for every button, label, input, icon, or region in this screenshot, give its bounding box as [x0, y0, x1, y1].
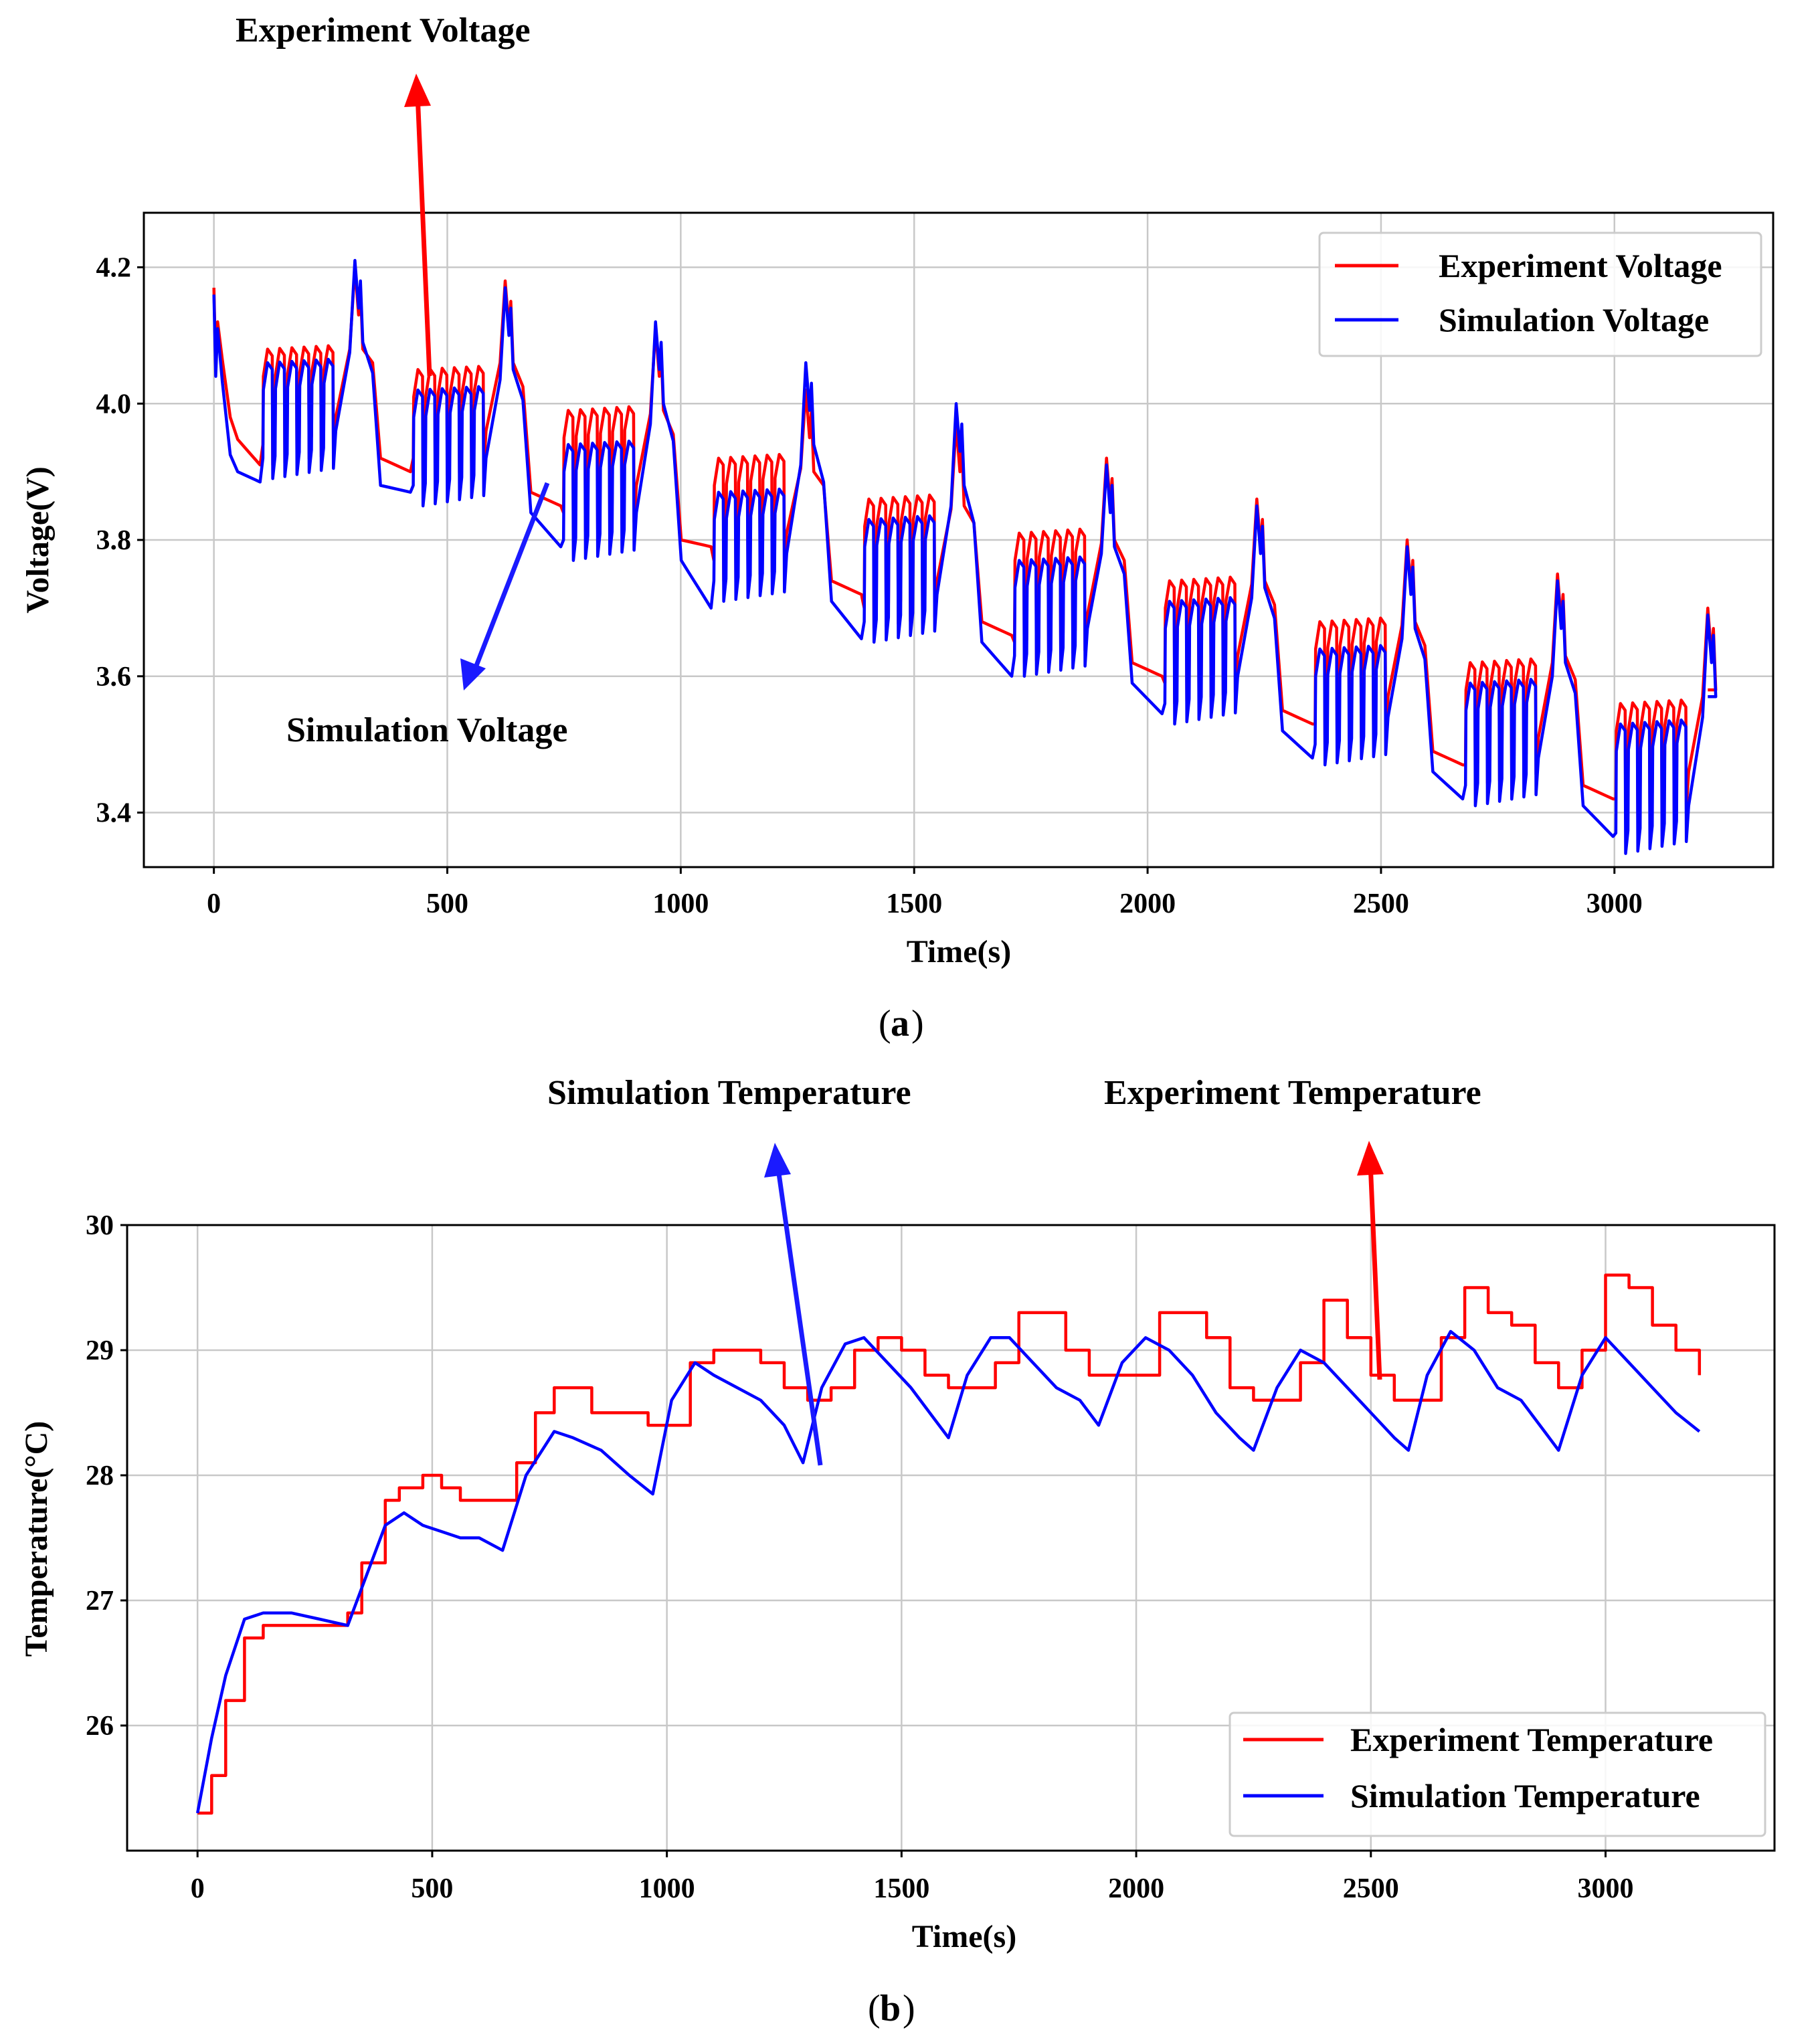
temperature-annotations: Simulation Temperature Experiment Temper… [547, 1074, 1481, 1466]
series-simulation-temperature [195, 1329, 1701, 1814]
x-tick-label: 2000 [1108, 1873, 1164, 1904]
temperature-y-axis-label: Temperature(°C) [19, 1421, 54, 1657]
series-simulation-voltage [212, 259, 1718, 855]
temperature-legend: Experiment Temperature Simulation Temper… [1228, 1711, 1766, 1837]
x-tick-label: 1500 [873, 1873, 929, 1904]
y-tick-label: 3.8 [96, 525, 132, 556]
annotation-experiment-voltage-arrow [415, 93, 432, 377]
temperature-legend-label-experiment: Experiment Temperature [1350, 1721, 1713, 1758]
voltage-legend-label-experiment: Experiment Voltage [1439, 247, 1722, 284]
caption-a: ( a ) [879, 1003, 924, 1044]
temperature-x-ticks: 0 500 1000 1500 2000 2500 3000 [191, 1851, 1633, 1904]
voltage-x-ticks: 0 500 1000 1500 2000 2500 3000 [207, 867, 1643, 919]
voltage-legend-box [1318, 231, 1762, 357]
annotation-experiment-temperature-arrowhead [1357, 1141, 1384, 1176]
temperature-chart: 0 500 1000 1500 2000 2500 3000 26 27 28 29 30 Time… [19, 1074, 1776, 2029]
voltage-annotations: Experiment Voltage Simulation Voltage [236, 11, 567, 749]
voltage-chart: 0 500 1000 1500 2000 2500 3000 3.4 3.6 3.8 4.0 4.2… [20, 11, 1774, 1044]
voltage-series-group [212, 259, 1718, 855]
annotation-experiment-voltage: Experiment Voltage [236, 11, 531, 50]
caption-a-close: ) [911, 1003, 924, 1044]
annotation-simulation-voltage: Simulation Voltage [286, 711, 567, 749]
annotation-simulation-temperature-arrowhead [764, 1143, 791, 1178]
voltage-y-ticks: 3.4 3.6 3.8 4.0 4.2 [96, 253, 144, 829]
x-tick-label: 1000 [652, 889, 709, 919]
temperature-series-group [195, 1273, 1702, 1815]
x-tick-label: 1000 [639, 1873, 695, 1904]
annotation-experiment-voltage-arrowhead [404, 74, 431, 107]
voltage-y-axis-label: Voltage(V) [20, 466, 56, 614]
x-tick-label: 3000 [1577, 1873, 1633, 1904]
x-tick-label: 2500 [1343, 1873, 1399, 1904]
series-experiment-temperature [197, 1273, 1702, 1815]
annotation-experiment-temperature-arrow [1368, 1162, 1382, 1380]
caption-b-close: ) [903, 1988, 915, 2029]
y-tick-label: 27 [86, 1586, 114, 1616]
annotation-simulation-voltage-arrow [471, 482, 550, 674]
x-tick-label: 500 [426, 889, 468, 919]
y-tick-label: 4.2 [96, 253, 132, 284]
voltage-legend-label-simulation: Simulation Voltage [1439, 301, 1709, 339]
annotation-simulation-voltage-arrowhead [460, 658, 486, 690]
x-tick-label: 0 [191, 1873, 205, 1904]
voltage-x-axis-label: Time(s) [907, 934, 1011, 969]
annotation-simulation-temperature-arrow [775, 1164, 823, 1466]
temperature-plot-frame [126, 1224, 1776, 1852]
y-tick-label: 29 [86, 1335, 114, 1366]
y-tick-label: 3.4 [96, 798, 132, 829]
x-tick-label: 0 [207, 889, 221, 919]
temperature-legend-box [1228, 1711, 1766, 1837]
caption-b: ( b ) [868, 1988, 915, 2029]
caption-a-open: ( [879, 1003, 891, 1044]
y-tick-label: 3.6 [96, 662, 132, 692]
x-tick-label: 2500 [1353, 889, 1409, 919]
x-tick-label: 500 [411, 1873, 453, 1904]
annotation-experiment-temperature: Experiment Temperature [1104, 1074, 1481, 1112]
caption-a-letter: a [891, 1003, 909, 1044]
y-tick-label: 28 [86, 1461, 114, 1491]
caption-b-open: ( [868, 1988, 881, 2029]
voltage-legend: Experiment Voltage Simulation Voltage [1318, 231, 1762, 357]
x-tick-label: 2000 [1119, 889, 1176, 919]
x-tick-label: 3000 [1586, 889, 1643, 919]
annotation-simulation-temperature: Simulation Temperature [547, 1074, 911, 1112]
caption-b-letter: b [880, 1988, 901, 2029]
temperature-legend-label-simulation: Simulation Temperature [1350, 1777, 1700, 1815]
y-tick-label: 4.0 [96, 389, 132, 420]
temperature-y-ticks: 26 27 28 29 30 [86, 1210, 127, 1742]
x-tick-label: 1500 [886, 889, 942, 919]
temperature-x-axis-label: Time(s) [912, 1919, 1016, 1954]
y-tick-label: 26 [86, 1711, 114, 1742]
y-tick-label: 30 [86, 1210, 114, 1241]
